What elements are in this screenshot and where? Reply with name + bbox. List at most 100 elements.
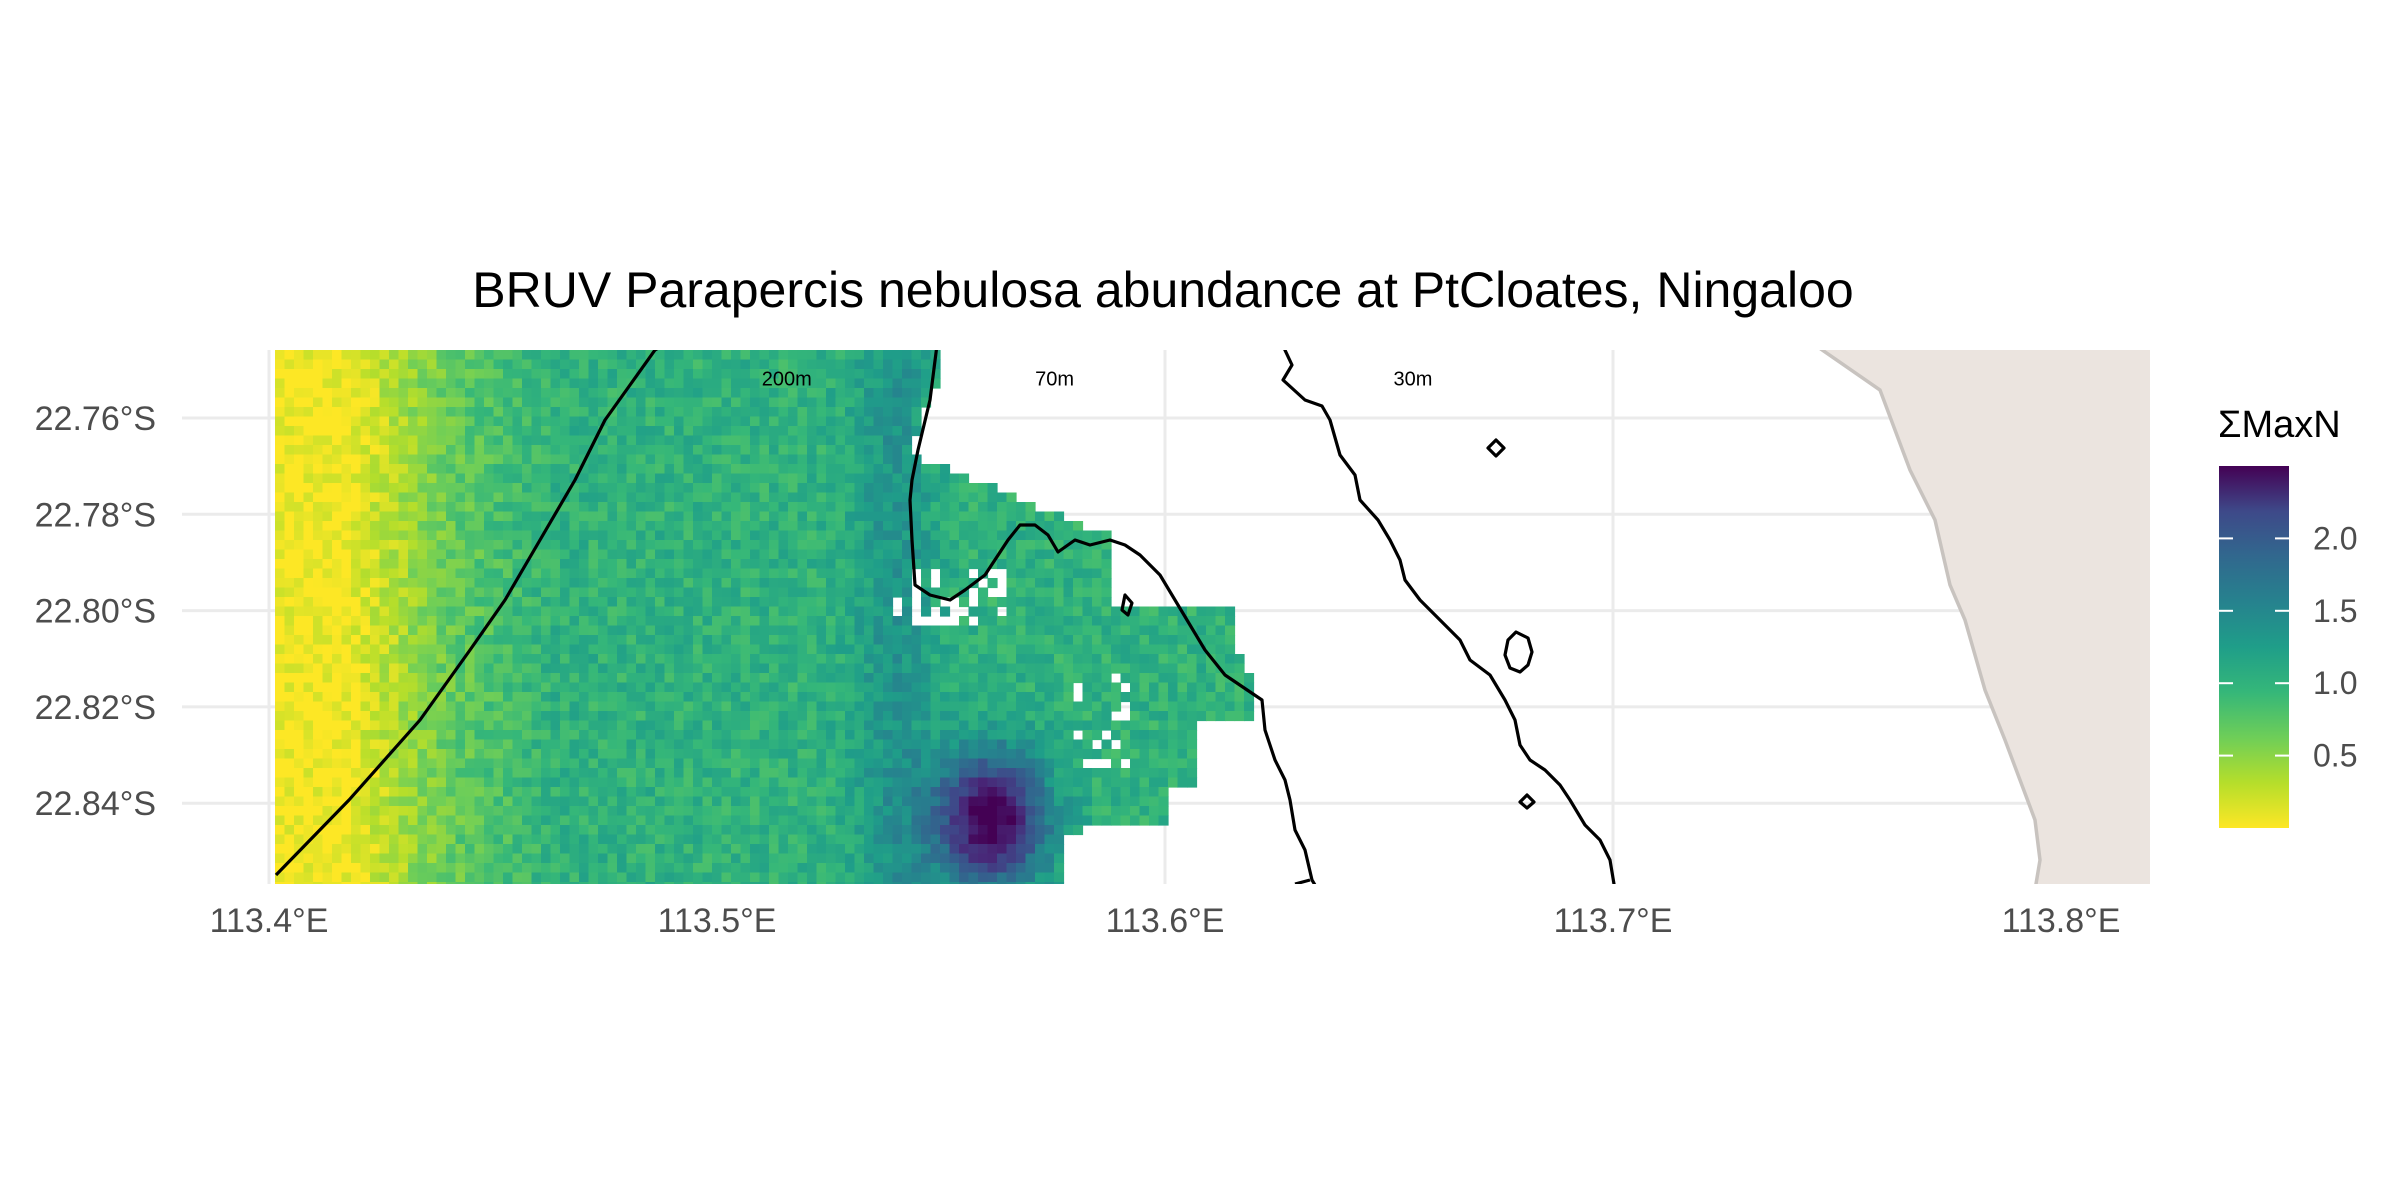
raster-cell bbox=[1130, 682, 1141, 693]
raster-cell bbox=[408, 863, 419, 874]
raster-cell bbox=[892, 654, 903, 665]
raster-cell bbox=[284, 644, 295, 655]
raster-cell bbox=[750, 720, 761, 731]
raster-cell bbox=[1054, 521, 1065, 532]
raster-cell bbox=[778, 492, 789, 503]
raster-cell bbox=[275, 787, 286, 798]
raster-cell bbox=[731, 492, 742, 503]
raster-cell bbox=[598, 768, 609, 779]
raster-cell bbox=[541, 730, 552, 741]
raster-cell bbox=[1073, 749, 1084, 760]
raster-cell bbox=[968, 663, 979, 674]
raster-cell bbox=[845, 606, 856, 617]
raster-cell bbox=[778, 853, 789, 864]
raster-cell bbox=[1063, 587, 1074, 598]
raster-cell bbox=[332, 359, 343, 370]
raster-cell bbox=[484, 445, 495, 456]
raster-cell bbox=[873, 369, 884, 380]
raster-cell bbox=[987, 635, 998, 646]
raster-cell bbox=[892, 720, 903, 731]
raster-cell bbox=[512, 483, 523, 494]
raster-cell bbox=[427, 540, 438, 551]
raster-cell bbox=[693, 559, 704, 570]
raster-cell bbox=[465, 378, 476, 389]
raster-cell bbox=[854, 673, 865, 684]
raster-cell bbox=[436, 378, 447, 389]
raster-cell bbox=[864, 454, 875, 465]
raster-cell bbox=[1044, 882, 1055, 884]
raster-cell bbox=[579, 578, 590, 589]
raster-cell bbox=[1063, 815, 1074, 826]
raster-cell bbox=[911, 502, 922, 513]
raster-cell bbox=[541, 844, 552, 855]
raster-cell bbox=[655, 521, 666, 532]
raster-cell bbox=[1092, 806, 1103, 817]
raster-cell bbox=[978, 882, 989, 884]
raster-cell bbox=[474, 825, 485, 836]
raster-cell bbox=[294, 540, 305, 551]
raster-cell bbox=[759, 559, 770, 570]
raster-cell bbox=[484, 483, 495, 494]
raster-cell bbox=[503, 711, 514, 722]
raster-cell bbox=[1025, 834, 1036, 845]
raster-cell bbox=[303, 682, 314, 693]
raster-cell bbox=[427, 806, 438, 817]
raster-cell bbox=[693, 882, 704, 884]
raster-cell bbox=[987, 739, 998, 750]
raster-cell bbox=[750, 692, 761, 703]
raster-cell bbox=[902, 511, 913, 522]
raster-cell bbox=[1082, 625, 1093, 636]
raster-cell bbox=[1044, 606, 1055, 617]
raster-cell bbox=[512, 815, 523, 826]
raster-cell bbox=[940, 863, 951, 874]
raster-cell bbox=[550, 673, 561, 684]
raster-cell bbox=[531, 606, 542, 617]
raster-cell bbox=[759, 787, 770, 798]
raster-cell bbox=[284, 777, 295, 788]
raster-cell bbox=[674, 426, 685, 437]
raster-cell bbox=[1187, 635, 1198, 646]
raster-cell bbox=[921, 720, 932, 731]
raster-cell bbox=[541, 540, 552, 551]
raster-cell bbox=[911, 663, 922, 674]
raster-cell bbox=[275, 815, 286, 826]
raster-cell bbox=[740, 701, 751, 712]
raster-cell bbox=[721, 777, 732, 788]
raster-cell bbox=[759, 388, 770, 399]
raster-cell bbox=[436, 616, 447, 627]
raster-cell bbox=[1177, 673, 1188, 684]
raster-cell bbox=[1130, 749, 1141, 760]
raster-cell bbox=[370, 540, 381, 551]
raster-cell bbox=[987, 825, 998, 836]
raster-cell bbox=[351, 616, 362, 627]
raster-cell bbox=[313, 853, 324, 864]
raster-cell bbox=[484, 758, 495, 769]
raster-cell bbox=[379, 834, 390, 845]
raster-cell bbox=[731, 350, 742, 361]
raster-cell bbox=[1025, 844, 1036, 855]
raster-cell bbox=[465, 663, 476, 674]
raster-cell bbox=[436, 606, 447, 617]
raster-cell bbox=[275, 844, 286, 855]
raster-cell bbox=[398, 473, 409, 484]
raster-cell bbox=[1101, 644, 1112, 655]
raster-cell bbox=[427, 692, 438, 703]
raster-cell bbox=[303, 872, 314, 883]
raster-cell bbox=[417, 616, 428, 627]
raster-cell bbox=[854, 521, 865, 532]
raster-cell bbox=[645, 863, 656, 874]
raster-cell bbox=[683, 416, 694, 427]
raster-cell bbox=[284, 673, 295, 684]
raster-cell bbox=[522, 711, 533, 722]
raster-cell bbox=[911, 397, 922, 408]
raster-cell bbox=[617, 435, 628, 446]
raster-cell bbox=[531, 521, 542, 532]
raster-cell bbox=[284, 540, 295, 551]
raster-cell bbox=[816, 787, 827, 798]
raster-cell bbox=[968, 521, 979, 532]
raster-cell bbox=[788, 872, 799, 883]
raster-cell bbox=[1035, 578, 1046, 589]
raster-cell bbox=[674, 730, 685, 741]
raster-cell bbox=[636, 559, 647, 570]
raster-cell bbox=[655, 654, 666, 665]
